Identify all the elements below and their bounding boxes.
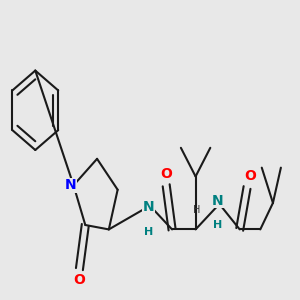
Text: N: N <box>212 194 224 208</box>
Text: H: H <box>144 226 153 237</box>
Text: O: O <box>74 273 85 287</box>
Text: H: H <box>194 205 201 214</box>
Text: O: O <box>244 169 256 184</box>
Text: H: H <box>213 220 222 230</box>
Text: N: N <box>143 200 154 214</box>
Text: O: O <box>160 167 172 181</box>
Text: N: N <box>65 178 76 192</box>
